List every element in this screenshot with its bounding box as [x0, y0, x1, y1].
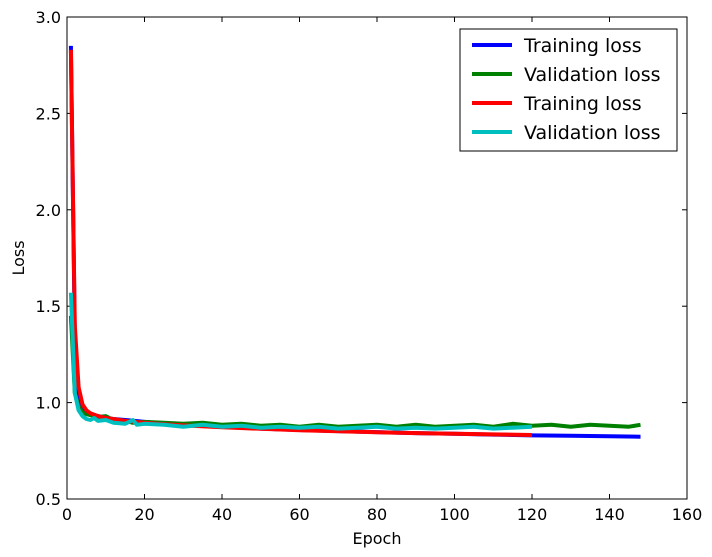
y-axis-label: Loss [9, 240, 28, 275]
y-tick-label: 2.0 [36, 201, 61, 220]
y-tick-label: 1.5 [36, 297, 61, 316]
legend-label-3: Training loss [523, 93, 642, 115]
legend-label-1: Training loss [523, 35, 642, 57]
series-line-2 [68, 315, 641, 429]
series-line-4 [68, 292, 533, 431]
y-tick-label: 2.5 [36, 104, 61, 123]
x-tick-label: 140 [594, 505, 625, 524]
legend: Training loss Validation loss Training los… [459, 28, 678, 152]
series-lines [68, 45, 641, 439]
x-tick-label: 80 [367, 505, 387, 524]
x-tick-label: 60 [289, 505, 309, 524]
legend-label-4: Validation loss [524, 122, 661, 144]
x-tick-label: 160 [672, 505, 703, 524]
x-tick-label: 120 [517, 505, 548, 524]
x-tick-label: 20 [134, 505, 154, 524]
x-tick-label: 40 [212, 505, 232, 524]
plot-area: 0 20 40 60 80 100 120 140 160 0.5 1.0 1.5 2.0 2.5 3.0 [36, 8, 703, 524]
y-tick-label: 1.0 [36, 394, 61, 413]
y-tick-label: 3.0 [36, 8, 61, 27]
x-tick-label: 0 [62, 505, 72, 524]
y-tick-label: 0.5 [36, 490, 61, 509]
x-tick-label: 100 [439, 505, 470, 524]
x-axis-label: Epoch [353, 529, 402, 548]
axis-ticks: 0 20 40 60 80 100 120 140 160 0.5 1.0 1.5 2.0 2.5 3.0 [36, 8, 703, 524]
legend-label-2: Validation loss [524, 64, 661, 86]
